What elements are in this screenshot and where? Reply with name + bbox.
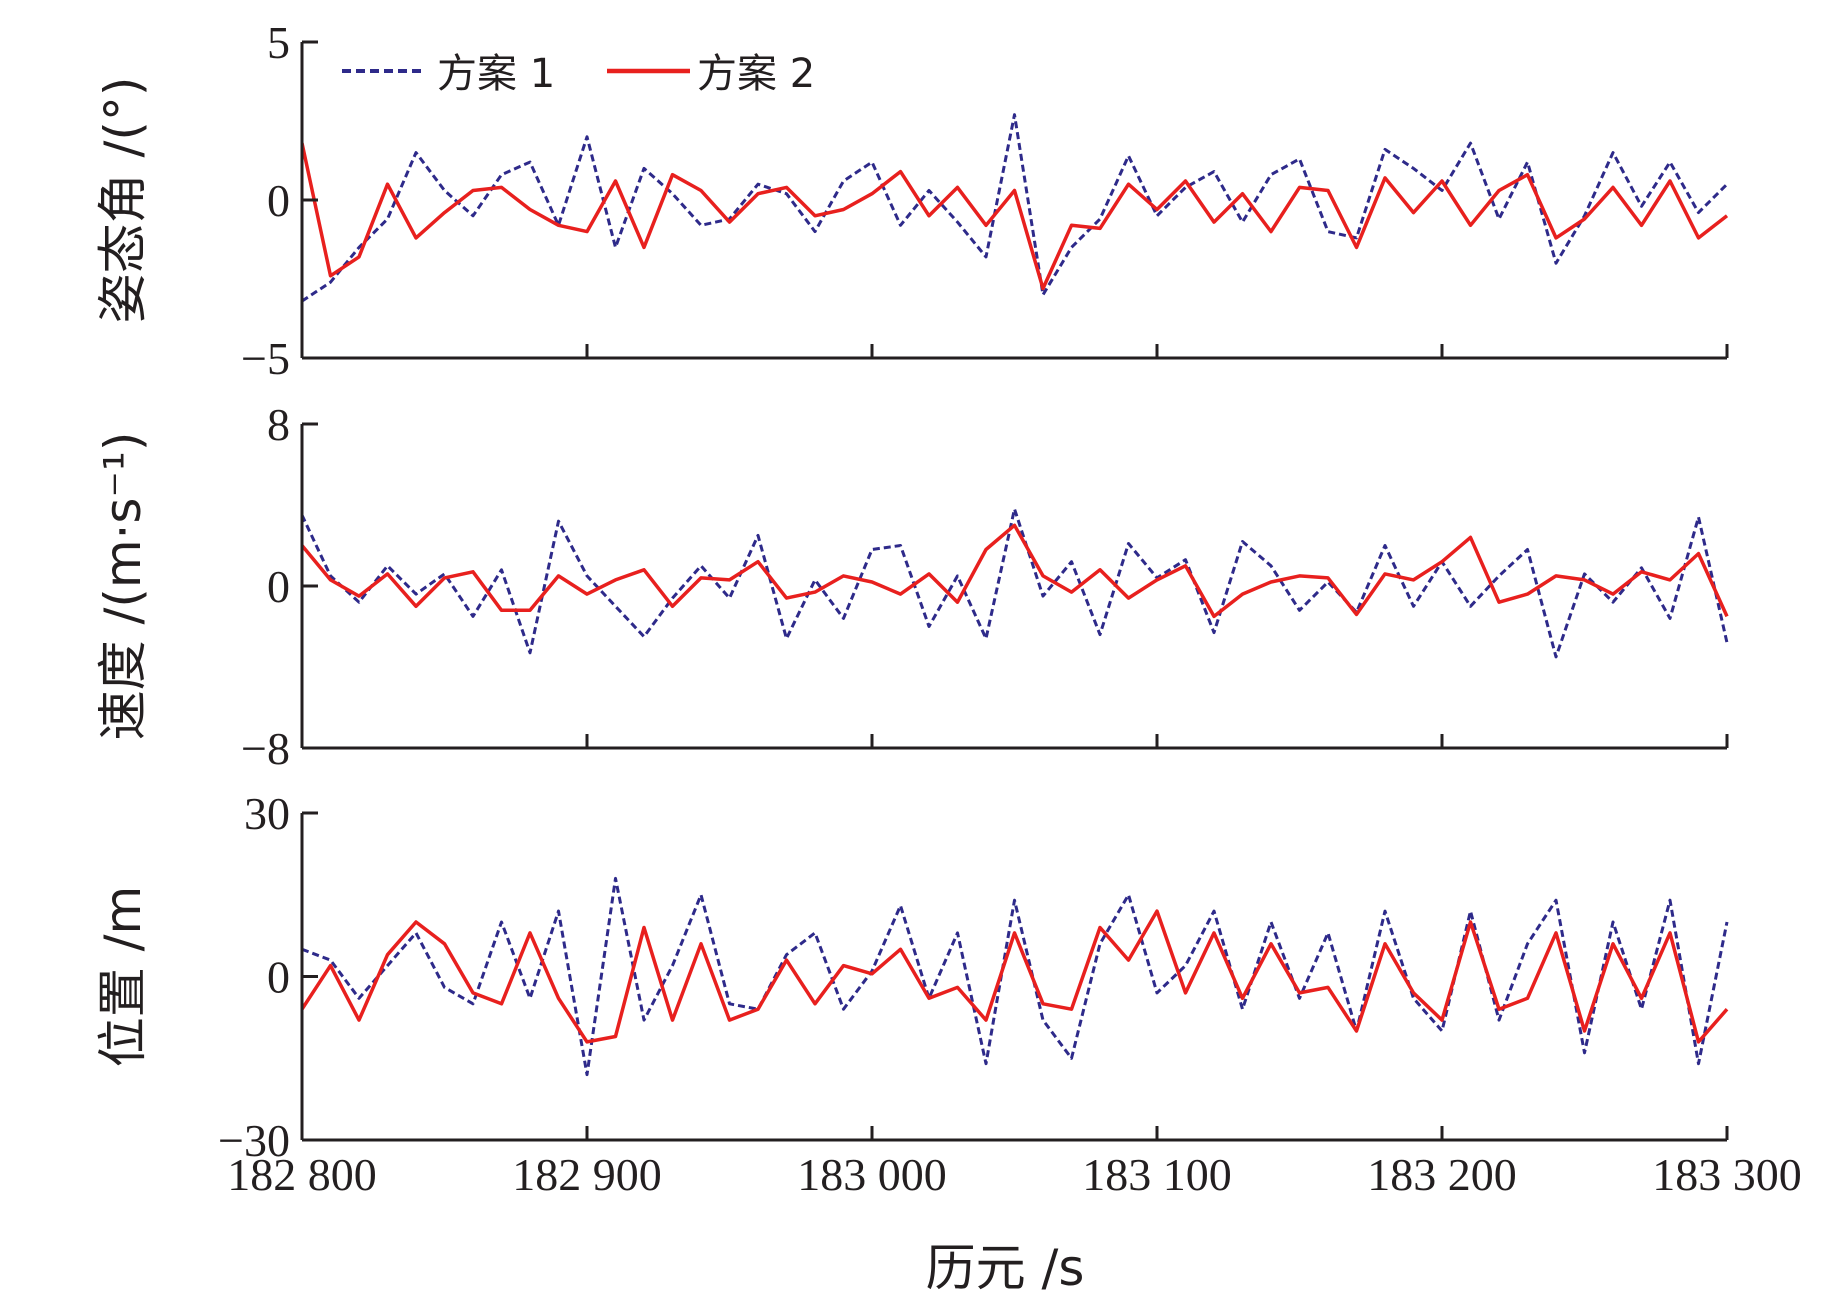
x-tick-label: 183 200 [1367,1149,1517,1200]
series-line-scheme2 [302,523,1729,619]
y-axis-title: 姿态角 /(°) [94,77,152,324]
legend: 方案 1 方案 2 [342,51,815,97]
panel-1: −5 0 5 姿态角 /(°) [94,17,1729,384]
x-tick-label: 183 000 [797,1149,947,1200]
panel-2: −8 0 8 速度 /(m·s⁻¹) [94,399,1729,774]
y-tick-label: −8 [241,723,290,774]
legend-label-scheme2: 方案 2 [697,51,815,97]
x-tick-label: 182 800 [227,1149,377,1200]
y-axis-title: 位置 /m [94,886,152,1067]
y-tick-label: 5 [267,17,290,68]
x-axis-title: 历元 /s [926,1239,1085,1297]
y-tick-label: 0 [267,175,290,226]
y-tick-label: 0 [267,561,290,612]
legend-label-scheme1: 方案 1 [437,51,555,97]
y-tick-label: −5 [241,333,290,384]
y-tick-label: 30 [244,788,290,839]
y-tick-label: 0 [267,952,290,1003]
x-tick-label: 183 300 [1652,1149,1802,1200]
panel-3: −30 0 30 位置 /m [94,788,1729,1166]
series-line-scheme1 [302,113,1729,303]
x-tick-label: 182 900 [512,1149,662,1200]
series-line-scheme2 [302,142,1729,291]
series-line-scheme2 [302,909,1729,1044]
series-line-scheme1 [302,507,1729,659]
y-tick-label: −30 [218,1115,290,1166]
y-axis-title: 速度 /(m·s⁻¹) [94,432,152,741]
x-tick-label: 183 100 [1082,1149,1232,1200]
series-line-scheme1 [302,876,1729,1077]
y-tick-label: 8 [267,399,290,450]
